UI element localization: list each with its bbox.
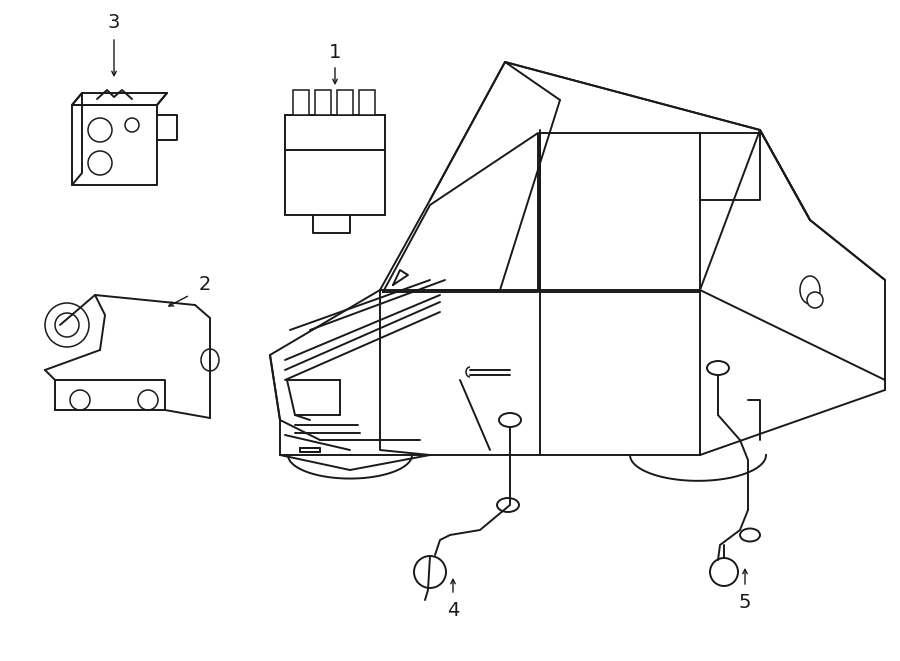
Circle shape [45, 303, 89, 347]
Text: 3: 3 [108, 13, 121, 32]
Circle shape [414, 556, 446, 588]
Ellipse shape [707, 361, 729, 375]
Circle shape [88, 151, 112, 175]
Ellipse shape [499, 413, 521, 427]
Text: 5: 5 [739, 592, 752, 611]
Ellipse shape [497, 498, 519, 512]
Text: 1: 1 [328, 44, 341, 63]
Bar [337, 90, 353, 115]
Circle shape [138, 390, 158, 410]
Bar [293, 90, 309, 115]
Circle shape [70, 390, 90, 410]
Circle shape [55, 313, 79, 337]
Ellipse shape [201, 349, 219, 371]
Text: 2: 2 [199, 276, 212, 295]
Circle shape [710, 558, 738, 586]
Circle shape [125, 118, 139, 132]
Bar [285, 115, 385, 215]
Bar [359, 90, 375, 115]
Ellipse shape [740, 529, 760, 541]
Bar [315, 90, 331, 115]
Circle shape [807, 292, 823, 308]
Text: 4: 4 [446, 600, 459, 619]
Circle shape [88, 118, 112, 142]
Ellipse shape [800, 276, 820, 304]
